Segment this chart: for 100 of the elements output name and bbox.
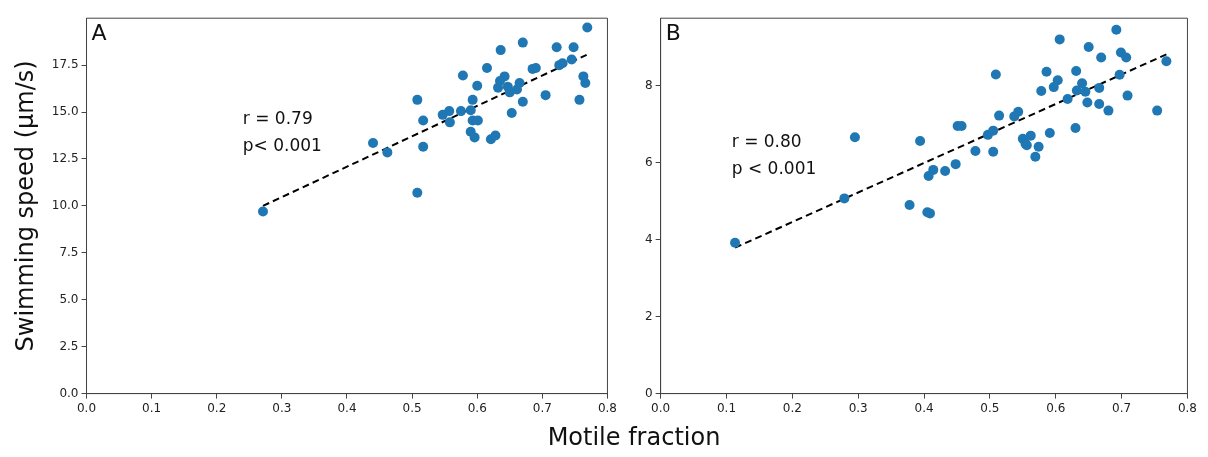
point (1071, 65, 1082, 76)
x-tick-label: 0.7 (1112, 400, 1132, 415)
point (1083, 42, 1094, 53)
point (923, 171, 934, 182)
point (1033, 141, 1044, 152)
point (582, 22, 593, 33)
point (490, 130, 501, 141)
point (1121, 52, 1132, 63)
point (1094, 99, 1105, 110)
point (517, 96, 528, 107)
point (904, 199, 915, 210)
point (1070, 122, 1081, 133)
point (472, 80, 483, 91)
point (988, 125, 999, 136)
y-tick-label: 7.5 (59, 244, 79, 259)
point (1041, 66, 1052, 77)
y-tick-label: 12.5 (51, 151, 79, 166)
point (1094, 82, 1105, 93)
x-tick-label: 0.3 (272, 400, 292, 415)
point (940, 166, 951, 177)
x-tick-label: 0.2 (782, 400, 802, 415)
point (574, 94, 585, 105)
point (506, 107, 517, 118)
point (418, 141, 429, 152)
x-tick-label: 0.3 (848, 400, 868, 415)
point (517, 37, 528, 48)
point (1062, 94, 1073, 105)
y-tick-label: 0 (644, 385, 653, 400)
point (1111, 24, 1122, 35)
y-tick-label: 6 (644, 154, 653, 169)
y-tick-label: 5.0 (59, 291, 79, 306)
point (566, 54, 577, 65)
point (469, 132, 480, 143)
point (1054, 34, 1065, 45)
point (467, 94, 478, 105)
point (457, 70, 468, 81)
point (1048, 82, 1059, 93)
point (730, 237, 741, 248)
x-tick-label: 0.6 (1046, 400, 1066, 415)
point (1122, 90, 1133, 101)
point (444, 106, 455, 117)
y-tick-label: 2.5 (59, 338, 79, 353)
x-axis-title: Motile fraction (546, 423, 722, 451)
point (839, 193, 850, 204)
point (1025, 130, 1036, 141)
x-tick-label: 0.0 (76, 400, 97, 415)
point (1080, 86, 1091, 97)
y-tick-label: 8 (644, 77, 653, 92)
point (1071, 85, 1082, 96)
point (495, 45, 506, 56)
point (1082, 97, 1093, 108)
point (412, 187, 423, 198)
x-tick-label: 0.8 (1177, 400, 1197, 415)
point (1077, 78, 1088, 89)
x-tick-label: 0.4 (914, 400, 934, 415)
point (915, 136, 926, 147)
x-tick-label: 0.2 (207, 400, 227, 415)
x-tick-label: 0.1 (716, 400, 737, 415)
y-tick-label: 15.0 (51, 104, 79, 119)
annotation: r = 0.80 (731, 130, 802, 151)
x-tick-label: 0.6 (467, 400, 487, 415)
x-tick-label: 0.5 (402, 400, 422, 415)
chart-title: A (91, 19, 107, 45)
annotation: p< 0.001 (242, 135, 322, 156)
y-tick-label: 17.5 (51, 57, 79, 72)
point (481, 62, 492, 73)
point (1103, 105, 1114, 116)
x-tick-label: 0.8 (597, 400, 617, 415)
point (493, 82, 504, 93)
x-tick-label: 0.7 (532, 400, 552, 415)
point (1161, 56, 1172, 67)
chart-title: B (665, 19, 681, 45)
point (1114, 69, 1125, 80)
point (444, 117, 455, 128)
point (1030, 151, 1041, 162)
point (568, 42, 579, 53)
point (970, 146, 981, 157)
annotation: r = 0.79 (242, 107, 313, 128)
point (849, 132, 860, 143)
point (368, 138, 379, 149)
point (1013, 106, 1024, 117)
point (257, 206, 268, 217)
point (418, 115, 429, 126)
x-tick-label: 0.1 (142, 400, 162, 415)
point (988, 146, 999, 157)
point (412, 94, 423, 105)
point (455, 106, 466, 117)
x-tick-label: 0.5 (980, 400, 1000, 415)
x-tick-label: 0.4 (337, 400, 357, 415)
point (950, 159, 961, 170)
point (1036, 85, 1047, 96)
point (580, 77, 591, 88)
y-tick-label: 10.0 (51, 198, 79, 213)
point (382, 147, 393, 158)
point (551, 42, 562, 53)
y-tick-label: 4 (644, 231, 653, 246)
point (465, 105, 476, 116)
y-tick-label: 2 (644, 308, 653, 323)
point (1152, 105, 1163, 116)
point (1044, 127, 1055, 138)
